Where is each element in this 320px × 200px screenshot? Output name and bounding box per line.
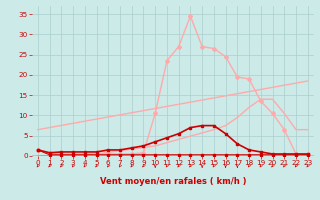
X-axis label: Vent moyen/en rafales ( km/h ): Vent moyen/en rafales ( km/h ) xyxy=(100,177,246,186)
